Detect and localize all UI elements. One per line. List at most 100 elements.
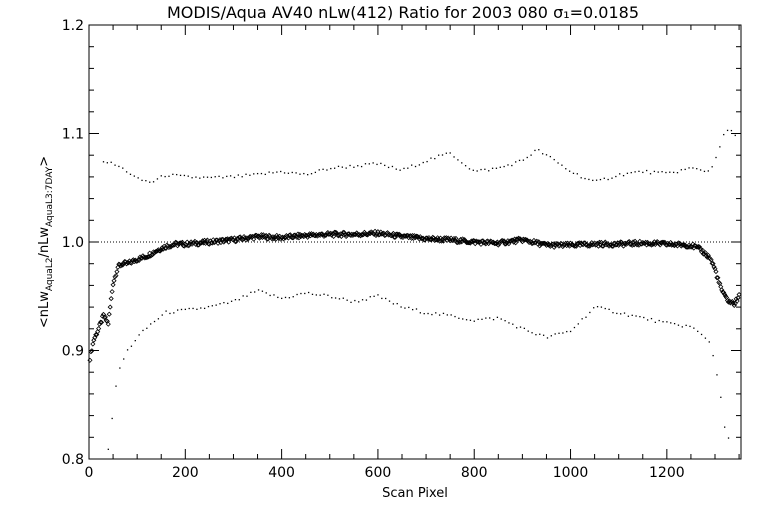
- data-point: [700, 251, 707, 257]
- data-point: [218, 175, 220, 177]
- data-point: [418, 164, 421, 166]
- data-point: [113, 273, 119, 279]
- data-point: [276, 171, 278, 173]
- data-point: [518, 159, 521, 162]
- data-point: [504, 320, 506, 322]
- data-point: [98, 319, 105, 325]
- data-point: [508, 322, 510, 324]
- x-tick-label: 0: [85, 465, 94, 481]
- data-point: [349, 164, 351, 167]
- data-point: [253, 232, 259, 238]
- data-point: [631, 314, 633, 316]
- data-point: [588, 178, 590, 181]
- data-point: [697, 244, 703, 250]
- data-point: [234, 298, 237, 301]
- data-point: [152, 249, 159, 255]
- data-point: [119, 367, 121, 369]
- data-point: [226, 175, 228, 178]
- x-tick-label: 600: [365, 465, 392, 481]
- data-point: [653, 170, 656, 173]
- data-point: [326, 231, 332, 237]
- data-point: [284, 296, 287, 299]
- data-point: [600, 306, 603, 308]
- data-point: [411, 164, 413, 166]
- data-point: [387, 232, 394, 238]
- data-point: [703, 170, 706, 173]
- x-tick-label: 1200: [649, 465, 685, 481]
- data-point: [450, 314, 452, 316]
- data-point: [437, 154, 440, 156]
- data-point: [206, 176, 209, 178]
- data-point: [388, 300, 391, 302]
- data-point: [630, 171, 632, 174]
- data-point: [461, 162, 463, 164]
- data-point: [503, 165, 505, 168]
- chart-title: MODIS/Aqua AV40 nLw(412) Ratio for 2003 …: [167, 3, 639, 22]
- data-point: [204, 237, 211, 243]
- data-point: [207, 305, 210, 308]
- data-point: [372, 162, 374, 164]
- data-point: [472, 169, 474, 171]
- data-point: [106, 311, 112, 317]
- data-point: [184, 239, 190, 245]
- data-point: [469, 239, 475, 245]
- data-point: [96, 326, 102, 332]
- data-point: [563, 240, 569, 246]
- data-point: [196, 308, 198, 310]
- data-point: [126, 349, 129, 351]
- data-point: [453, 235, 459, 242]
- data-point: [542, 153, 544, 155]
- data-point: [699, 247, 706, 253]
- data-point: [145, 180, 147, 182]
- data-point: [221, 239, 227, 245]
- data-point: [699, 169, 702, 171]
- data-point: [422, 161, 424, 164]
- data-point: [242, 295, 244, 297]
- data-point: [166, 244, 172, 251]
- data-point: [280, 170, 282, 173]
- data-point: [231, 235, 237, 241]
- data-point: [404, 307, 406, 309]
- data-point: [681, 326, 683, 328]
- data-point: [321, 233, 327, 239]
- data-point: [427, 312, 429, 315]
- data-point: [451, 235, 457, 242]
- data-point: [387, 166, 390, 169]
- data-point: [519, 326, 522, 328]
- data-point: [379, 231, 385, 237]
- data-point: [480, 168, 482, 171]
- data-point: [677, 324, 680, 326]
- data-point: [261, 234, 267, 240]
- data-point: [709, 260, 715, 266]
- data-point: [323, 293, 325, 295]
- data-point: [565, 168, 567, 170]
- data-point: [152, 181, 155, 183]
- data-point: [380, 162, 382, 165]
- data-point: [649, 173, 652, 175]
- data-point: [200, 307, 202, 309]
- data-point: [223, 301, 225, 304]
- data-point: [292, 296, 294, 298]
- data-point: [170, 242, 176, 248]
- data-point: [151, 250, 158, 256]
- data-point: [535, 334, 537, 336]
- data-point: [310, 173, 313, 175]
- data-point: [534, 149, 536, 152]
- data-point: [215, 304, 217, 306]
- data-point: [358, 232, 365, 238]
- data-point: [513, 240, 519, 246]
- data-point: [249, 174, 251, 176]
- data-point: [465, 319, 468, 321]
- data-point: [680, 169, 682, 171]
- data-point: [458, 317, 460, 319]
- data-point: [274, 232, 280, 238]
- data-point: [516, 327, 518, 329]
- data-point: [142, 329, 144, 332]
- data-point: [734, 298, 740, 304]
- data-point: [726, 129, 729, 132]
- data-point: [296, 293, 298, 296]
- data-point: [545, 154, 548, 156]
- data-point: [669, 171, 671, 173]
- data-point: [341, 230, 347, 236]
- data-point: [253, 173, 255, 175]
